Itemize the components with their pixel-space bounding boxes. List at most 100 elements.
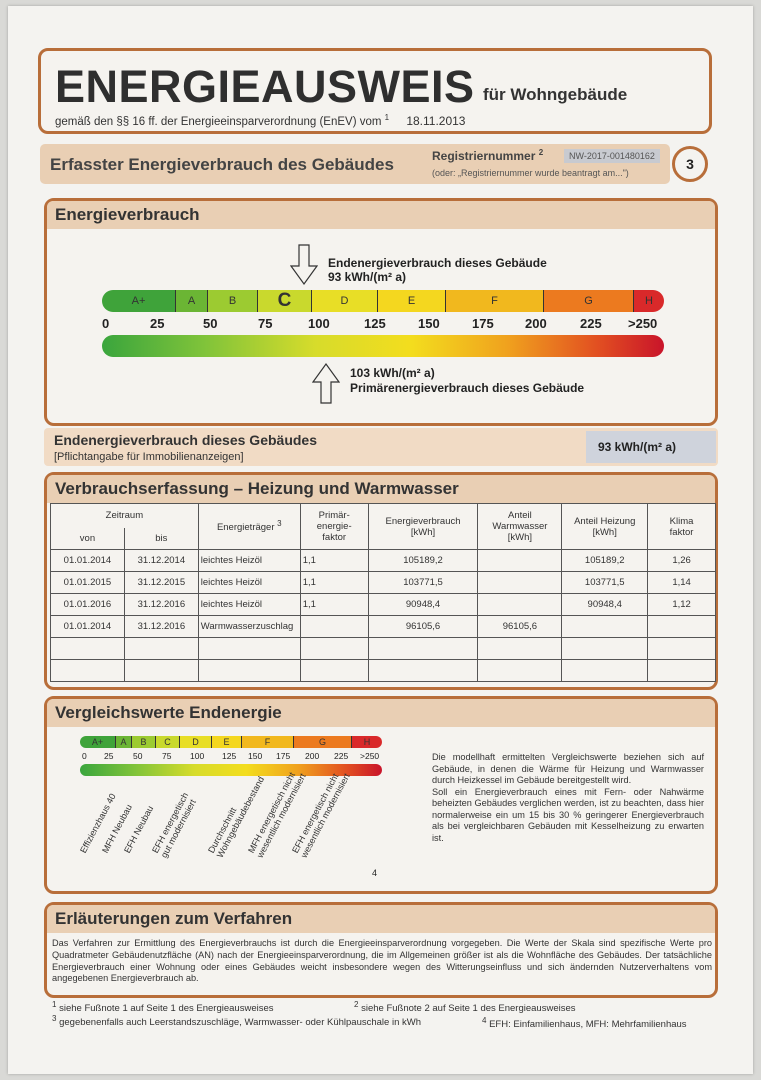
tick-label: 175 bbox=[472, 316, 494, 331]
th-traeger: Energieträger 3 bbox=[197, 503, 301, 550]
arrow-up-icon bbox=[312, 362, 340, 404]
cell-traeger: leichtes Heizöl bbox=[197, 593, 301, 616]
footnote-4: 4 EFH: Einfamilienhaus, MFH: Mehrfamilie… bbox=[482, 1016, 687, 1031]
cell-heizung: 105189,2 bbox=[561, 549, 649, 572]
table-row bbox=[50, 637, 716, 660]
cell-faktor: 1,1 bbox=[299, 571, 369, 594]
cell-warmwasser bbox=[477, 593, 563, 616]
cell-warmwasser bbox=[477, 571, 563, 594]
footnote-3: 3 gegebenenfalls auch Leerstandszuschläg… bbox=[52, 1014, 421, 1029]
cell-von: 01.01.2015 bbox=[50, 571, 125, 594]
verbrauch-table: Zeitraum Energieträger 3 Primär- energie… bbox=[50, 503, 716, 682]
th-verbrauch: Energieverbrauch [kWh] bbox=[367, 503, 479, 550]
table-row: 01.01.2015 31.12.2015 leichtes Heizöl 1,1 10… bbox=[50, 571, 716, 594]
header-box: ENERGIEAUSWEIS für Wohngebäude gemäß den… bbox=[38, 48, 712, 134]
comparison-tick-label: 50 bbox=[133, 751, 143, 761]
cell-faktor bbox=[299, 659, 369, 682]
cell-heizung bbox=[561, 637, 649, 660]
cell-bis: 31.12.2016 bbox=[123, 593, 199, 616]
comparison-tick-label: 150 bbox=[248, 751, 263, 761]
tick-label: 125 bbox=[364, 316, 386, 331]
th-warmwasser: Anteil Warmwasser [kWh] bbox=[477, 503, 563, 550]
th-bis: bis bbox=[123, 527, 199, 550]
cell-bis bbox=[123, 659, 199, 682]
cell-bis: 31.12.2014 bbox=[123, 549, 199, 572]
arrow-down-icon bbox=[290, 244, 318, 286]
endenergie-label: Endenergieverbrauch dieses Gebäudes bbox=[54, 432, 317, 448]
cell-traeger bbox=[197, 659, 301, 682]
cell-bis: 31.12.2015 bbox=[123, 571, 199, 594]
class-c: C bbox=[258, 290, 312, 312]
energieverbrauch-title: Energieverbrauch bbox=[47, 201, 715, 229]
tick-label: >250 bbox=[628, 316, 658, 331]
regnr-label: Registriernummer 2 bbox=[432, 148, 544, 163]
comparison-tick-label: 25 bbox=[104, 751, 114, 761]
vergleichswerte-box bbox=[44, 696, 718, 894]
comparison-class-c: C bbox=[156, 736, 180, 748]
tick-label: 25 bbox=[150, 316, 165, 331]
tick-label: 0 bbox=[102, 316, 110, 331]
tick-label: 100 bbox=[308, 316, 330, 331]
footnote-2: 2 siehe Fußnote 2 auf Seite 1 des Energi… bbox=[354, 1000, 576, 1015]
cell-verbrauch: 96105,6 bbox=[367, 615, 479, 638]
cell-bis bbox=[123, 637, 199, 660]
cell-von: 01.01.2014 bbox=[50, 615, 125, 638]
comparison-tick-label: 75 bbox=[162, 751, 172, 761]
endenergie-value: 93 kWh/(m² a) bbox=[586, 431, 716, 463]
erlaeuterungen-title: Erläuterungen zum Verfahren bbox=[47, 905, 715, 933]
regnr-value: NW-2017-001480162 bbox=[564, 149, 660, 163]
tick-label: 50 bbox=[203, 316, 218, 331]
comparison-class-scale: A+ A B C D E F G H bbox=[80, 736, 382, 748]
comparison-class-a: A bbox=[116, 736, 132, 748]
th-klima: Klima faktor bbox=[647, 503, 716, 550]
energieverbrauch-box bbox=[44, 198, 718, 426]
cell-heizung bbox=[561, 615, 649, 638]
erlaeuterungen-text: Das Verfahren zur Ermittlung des Energie… bbox=[52, 938, 712, 984]
cell-heizung: 103771,5 bbox=[561, 571, 649, 594]
cell-traeger: leichtes Heizöl bbox=[197, 571, 301, 594]
energy-class-scale: A+ A B C D E F G H bbox=[102, 290, 664, 312]
endenergie-row: Endenergieverbrauch dieses Gebäudes [Pfl… bbox=[44, 428, 718, 466]
cell-klima bbox=[647, 615, 716, 638]
comparison-tick-label: 100 bbox=[190, 751, 205, 761]
cell-klima bbox=[647, 637, 716, 660]
cell-traeger bbox=[197, 637, 301, 660]
comparison-tick-label: 200 bbox=[305, 751, 320, 761]
prim-label: Primärenergieverbrauch dieses Gebäude bbox=[350, 381, 585, 395]
cell-bis: 31.12.2016 bbox=[123, 615, 199, 638]
vergleichswerte-title: Vergleichswerte Endenergie bbox=[47, 699, 715, 727]
prim-value: 103 kWh/(m² a) bbox=[350, 366, 435, 380]
comparison-class-g: G bbox=[294, 736, 352, 748]
th-primaer: Primär- energie- faktor bbox=[299, 503, 369, 550]
class-b: B bbox=[208, 290, 258, 312]
tick-label: 150 bbox=[418, 316, 440, 331]
page-number: 3 bbox=[672, 146, 708, 182]
cell-verbrauch: 103771,5 bbox=[367, 571, 479, 594]
registration-bar: Erfasster Energieverbrauch des Gebäudes … bbox=[40, 144, 670, 184]
th-von: von bbox=[50, 527, 125, 550]
cell-klima: 1,26 bbox=[647, 549, 716, 572]
table-row: 01.01.2014 31.12.2014 leichtes Heizöl 1,1 10… bbox=[50, 549, 716, 572]
class-a: A bbox=[176, 290, 208, 312]
comparison-class-d: D bbox=[180, 736, 212, 748]
comparison-tick-label: >250 bbox=[360, 751, 380, 761]
tick-label: 225 bbox=[580, 316, 602, 331]
cell-warmwasser bbox=[477, 659, 563, 682]
comparison-tick-label: 225 bbox=[334, 751, 349, 761]
comparison-class-f: F bbox=[242, 736, 294, 748]
end-label: Endenergieverbrauch dieses Gebäude bbox=[328, 256, 547, 270]
cell-faktor bbox=[299, 637, 369, 660]
cell-von: 01.01.2014 bbox=[50, 549, 125, 572]
verbrauchserfassung-title: Verbrauchserfassung – Heizung und Warmwa… bbox=[47, 475, 715, 503]
footnote-1: 1 siehe Fußnote 1 auf Seite 1 des Energi… bbox=[52, 1000, 274, 1015]
document-subtitle: für Wohngebäude bbox=[483, 85, 628, 104]
class-d: D bbox=[312, 290, 378, 312]
comparison-tick-label: 0 bbox=[82, 751, 87, 761]
comparison-tick-label: 175 bbox=[276, 751, 291, 761]
cell-von bbox=[50, 637, 125, 660]
tick-label: 75 bbox=[258, 316, 273, 331]
comparison-class-e: E bbox=[212, 736, 242, 748]
cell-warmwasser bbox=[477, 549, 563, 572]
cell-verbrauch: 105189,2 bbox=[367, 549, 479, 572]
cell-verbrauch bbox=[367, 637, 479, 660]
